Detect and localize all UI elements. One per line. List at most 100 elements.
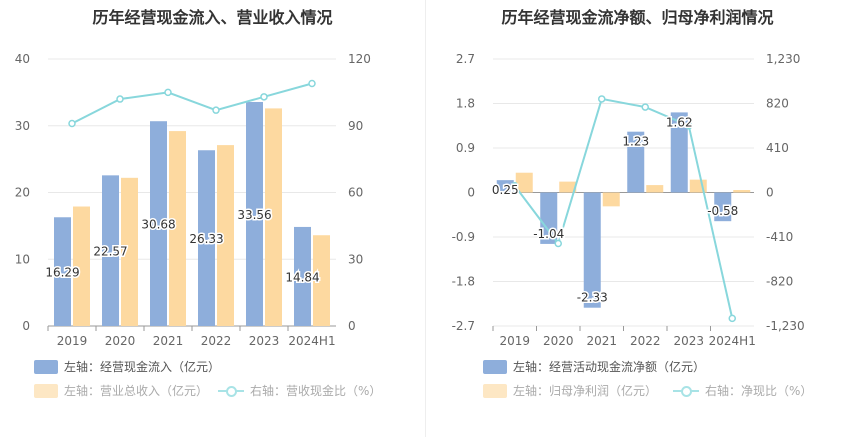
legend-cash-ratio-label: 右轴：营收现金比（%） — [250, 384, 382, 398]
left-bar-secondary — [313, 235, 330, 326]
left-y-left-tick: 10 — [15, 252, 30, 266]
left-ratio-point — [260, 93, 268, 101]
right-chart-svg: -2.7 -1.8 -0.9 0 0.9 1.8 2.7 -1,230 -820 -410 0 410… — [452, 52, 805, 348]
right-bar-secondary — [602, 192, 620, 207]
right-ratio-point — [728, 314, 736, 323]
right-data-label: -2.33 — [577, 291, 608, 305]
left-y-left-tick: 30 — [15, 119, 30, 133]
right-data-label: 0.25 — [492, 183, 519, 197]
left-data-label: 30.68 — [141, 218, 175, 232]
left-y-right-tick: 0 — [348, 319, 356, 333]
left-x-tick-label: 2023 — [249, 334, 280, 348]
left-bar-primary — [294, 226, 311, 326]
left-ratio-point — [164, 88, 172, 97]
left-data-label: 33.56 — [237, 208, 271, 222]
right-bar-primary — [714, 192, 732, 222]
right-bar-primary — [627, 131, 645, 193]
left-x-tick-label: 2024H1 — [288, 334, 335, 348]
legend-inflow-swatch — [34, 359, 58, 374]
legend-revenue-swatch — [34, 383, 58, 398]
right-y-right-tick: 1,230 — [766, 52, 800, 66]
right-x-tick-label: 2022 — [630, 334, 661, 348]
left-bar-secondary — [121, 177, 138, 326]
right-bar-secondary — [515, 172, 533, 193]
left-y-left-tick: 40 — [15, 52, 30, 66]
right-y-left-tick: -0.9 — [452, 230, 475, 244]
left-bar-secondary — [265, 108, 282, 327]
left-y-right-tick: 60 — [348, 186, 363, 200]
left-bar-primary — [102, 175, 119, 326]
right-ratio-line — [513, 97, 734, 319]
left-ratio-point — [116, 95, 124, 103]
right-x-tick-label: 2021 — [586, 334, 617, 348]
left-data-label: 22.57 — [93, 245, 127, 259]
right-chart-title: 历年经营现金流净额、归母净利润情况 — [501, 8, 774, 27]
left-bar-primary — [54, 217, 71, 326]
legend-cash-ratio-swatch — [218, 384, 244, 398]
right-data-label: 1.62 — [666, 115, 693, 129]
right-x-tick-label: 2019 — [499, 334, 530, 348]
right-data-label: 1.23 — [622, 135, 649, 149]
left-x-tick-label: 2019 — [57, 334, 88, 348]
right-ratio-point — [685, 122, 693, 130]
left-chart-panel: 历年经营现金流入、营业收入情况 0 10 20 30 40 0 30 60 90 120 2019 2… — [15, 8, 382, 399]
left-y-right-tick: 30 — [348, 252, 363, 266]
right-ratio-point — [554, 239, 562, 248]
left-bar-secondary — [217, 145, 234, 326]
right-y-right-tick: 0 — [766, 186, 774, 200]
legend-net-cf[interactable]: 左轴：经营活动现金流净额（亿元） — [483, 358, 705, 375]
right-ratio-point — [511, 182, 519, 190]
legend-net-profit-label: 左轴：归母净利润（亿元） — [513, 384, 658, 398]
right-y-right-tick: -1,230 — [766, 319, 805, 333]
legend-revenue-label: 左轴：营业总收入（亿元） — [64, 384, 209, 398]
right-bar-primary — [670, 112, 688, 193]
right-chart-panel: 历年经营现金流净额、归母净利润情况 -2.7 -1.8 -0.9 0 0.9 1.8 2.7… — [425, 0, 850, 437]
legend-inflow-label: 左轴：经营现金流入（亿元） — [64, 360, 221, 374]
right-x-tick-label: 2023 — [673, 334, 704, 348]
left-chart-svg: 0 10 20 30 40 0 30 60 90 120 2019 2020 2021 2022 2023 2… — [15, 52, 371, 348]
right-y-left-tick: -2.7 — [452, 319, 475, 333]
left-bar-primary — [246, 101, 263, 326]
legend-net-cash-ratio[interactable]: 右轴：净现比（%） — [673, 382, 812, 399]
right-y-left-tick: 2.7 — [456, 52, 475, 66]
panel-divider — [425, 0, 426, 437]
legend-net-profit[interactable]: 左轴：归母净利润（亿元） — [483, 382, 657, 399]
right-bar-secondary — [733, 190, 751, 193]
right-bar-primary — [496, 180, 514, 193]
left-bar-primary — [198, 150, 215, 326]
left-data-label: 26.33 — [189, 232, 223, 246]
right-y-left-tick: -1.8 — [452, 275, 475, 289]
right-y-left-tick: 1.8 — [456, 97, 475, 111]
legend-inflow[interactable]: 左轴：经营现金流入（亿元） — [34, 358, 220, 375]
left-y-left-tick: 20 — [15, 186, 30, 200]
left-ratio-point — [308, 79, 316, 88]
legend-revenue[interactable]: 左轴：营业总收入（亿元） — [34, 382, 208, 399]
left-bar-secondary — [169, 131, 186, 326]
left-x-tick-label: 2022 — [201, 334, 232, 348]
left-ratio-point — [68, 119, 76, 128]
left-y-right-tick: 120 — [348, 52, 371, 66]
right-y-right-tick: -820 — [766, 275, 793, 289]
right-x-tick-label: 2024H1 — [709, 334, 756, 348]
right-data-label: -0.58 — [707, 204, 738, 218]
left-data-label: 14.84 — [285, 270, 319, 284]
right-ratio-point — [598, 95, 606, 103]
right-bar-secondary — [559, 181, 577, 193]
right-y-left-tick: 0.9 — [456, 141, 475, 155]
left-x-tick-label: 2021 — [153, 334, 184, 348]
right-bar-secondary — [646, 185, 664, 193]
right-ratio-point — [641, 103, 649, 111]
left-chart-title: 历年经营现金流入、营业收入情况 — [92, 8, 333, 27]
right-y-left-tick: 0 — [467, 186, 475, 200]
legend-net-cf-label: 左轴：经营活动现金流净额（亿元） — [513, 360, 706, 374]
legend-net-cash-ratio-label: 右轴：净现比（%） — [705, 384, 813, 398]
right-y-right-tick: -410 — [766, 230, 793, 244]
left-y-right-tick: 90 — [348, 119, 363, 133]
legend-cash-ratio[interactable]: 右轴：营收现金比（%） — [218, 382, 381, 399]
legend-net-cash-ratio-swatch — [673, 384, 699, 398]
left-bar-secondary — [73, 206, 90, 326]
left-x-tick-label: 2020 — [105, 334, 136, 348]
left-y-left-tick: 0 — [22, 319, 30, 333]
right-bar-primary — [540, 192, 558, 244]
legend-net-cf-swatch — [483, 359, 507, 374]
